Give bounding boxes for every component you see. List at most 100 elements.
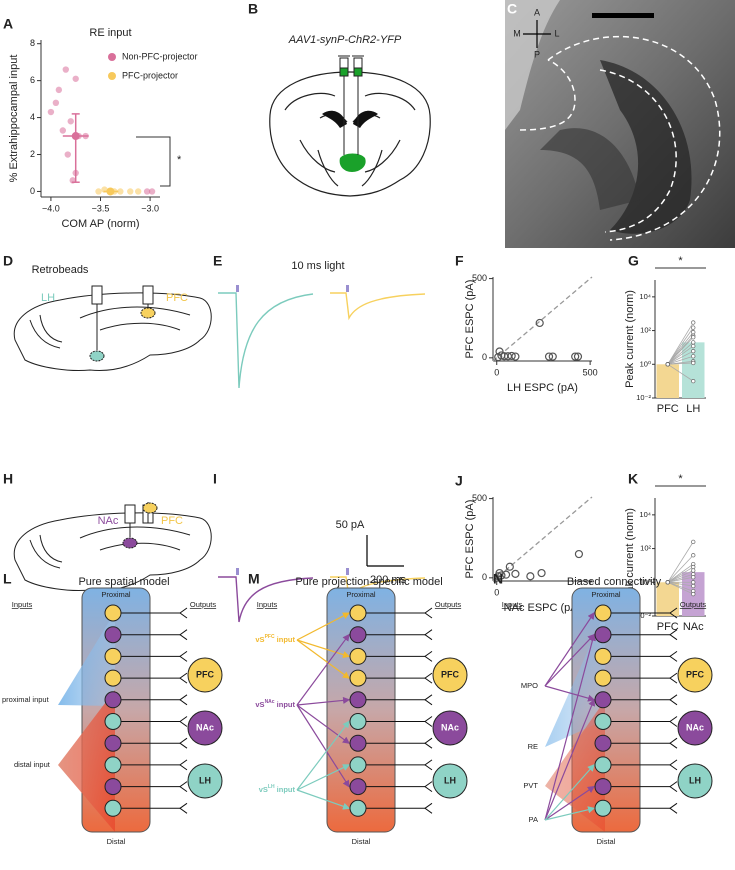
paired-line bbox=[667, 581, 694, 587]
input-label: RE bbox=[528, 742, 538, 751]
output-label: LH bbox=[689, 775, 701, 785]
x-axis-label: NAc ESPC (pA) bbox=[504, 602, 582, 614]
panel-label: E bbox=[213, 253, 222, 269]
input-label: vSNAc input bbox=[255, 699, 295, 709]
panel-label: B bbox=[248, 1, 258, 17]
data-point bbox=[691, 553, 696, 558]
input-label-part: LH bbox=[268, 784, 275, 790]
injection-site bbox=[140, 307, 156, 319]
data-point bbox=[526, 572, 535, 581]
input-arrow bbox=[544, 698, 596, 821]
terminal bbox=[179, 672, 188, 684]
panel-label: M bbox=[248, 571, 260, 587]
data-point bbox=[691, 343, 696, 349]
output-node bbox=[677, 657, 713, 693]
data-point bbox=[691, 330, 696, 335]
data-point bbox=[505, 562, 514, 571]
target-label: LH bbox=[41, 292, 55, 304]
data-point bbox=[691, 340, 696, 345]
chart-title: RE input bbox=[89, 27, 131, 39]
paired-line bbox=[667, 563, 694, 583]
distal-label: Distal bbox=[107, 837, 126, 846]
terminal bbox=[179, 781, 188, 793]
legend-swatch bbox=[108, 53, 116, 61]
data-point bbox=[665, 580, 670, 585]
data-point bbox=[691, 591, 696, 597]
data-point bbox=[511, 352, 520, 361]
data-point bbox=[544, 352, 554, 361]
input-arrow bbox=[296, 639, 351, 659]
terminal bbox=[669, 607, 678, 619]
neuron bbox=[104, 713, 122, 730]
input-arrow bbox=[296, 704, 350, 788]
neuron bbox=[349, 691, 367, 709]
output-label: NAc bbox=[686, 722, 704, 732]
y-tick-label: 10⁰ bbox=[640, 577, 651, 586]
data-point bbox=[72, 75, 79, 82]
data-point bbox=[67, 118, 74, 125]
data-point bbox=[665, 362, 670, 367]
target-label: NAc bbox=[98, 515, 119, 527]
terminal bbox=[424, 737, 433, 749]
data-point bbox=[148, 188, 156, 195]
x-tick-label: 0 bbox=[494, 367, 499, 377]
paired-line bbox=[667, 362, 694, 365]
neuron bbox=[104, 691, 122, 709]
injection-site bbox=[339, 153, 366, 172]
neuron bbox=[104, 626, 122, 644]
x-axis-label: LH ESPC (pA) bbox=[507, 382, 578, 394]
terminal bbox=[179, 737, 188, 749]
output-label: PFC bbox=[196, 669, 215, 679]
construct-label: AAV1-synP-ChR2-YFP bbox=[288, 34, 402, 46]
injection-site bbox=[142, 502, 158, 514]
bar bbox=[656, 582, 679, 616]
neuron bbox=[349, 647, 367, 665]
input-label-part: input bbox=[275, 785, 296, 794]
neuron bbox=[594, 604, 612, 622]
y-axis-label: PFC ESPC (pA) bbox=[464, 280, 476, 359]
y-axis-label: Peak current (norm) bbox=[624, 290, 636, 388]
neuron bbox=[104, 734, 122, 752]
compass-label: A bbox=[534, 7, 540, 17]
neuron bbox=[349, 756, 367, 774]
y-tick-label: 10⁴ bbox=[639, 510, 651, 519]
output-node bbox=[432, 763, 468, 799]
y-tick-label: 10⁻² bbox=[636, 611, 651, 620]
paired-line bbox=[667, 581, 694, 595]
output-node bbox=[432, 710, 468, 746]
compass-label: L bbox=[554, 28, 559, 38]
input-label: PVT bbox=[523, 781, 538, 790]
data-point bbox=[691, 583, 696, 589]
output-label: NAc bbox=[441, 722, 459, 732]
panel-label: D bbox=[3, 253, 13, 269]
identity-line bbox=[492, 276, 593, 362]
input-label: MPO bbox=[521, 681, 538, 690]
input-field bbox=[58, 612, 115, 706]
data-point bbox=[548, 352, 557, 361]
neuron bbox=[349, 734, 367, 752]
terminal bbox=[179, 629, 188, 641]
data-point bbox=[691, 568, 696, 573]
terminal bbox=[424, 629, 433, 641]
terminal bbox=[424, 672, 433, 684]
input-arrow bbox=[544, 633, 595, 687]
terminal bbox=[669, 650, 678, 662]
input-label: proximal input bbox=[2, 695, 50, 704]
input-arrow bbox=[544, 612, 595, 687]
terminal bbox=[669, 781, 678, 793]
data-point bbox=[62, 66, 69, 73]
data-point bbox=[691, 335, 696, 340]
panel-label: I bbox=[213, 471, 217, 487]
bar bbox=[682, 342, 705, 398]
panel-title: Pure projection-specific model bbox=[295, 576, 442, 588]
data-point bbox=[573, 352, 583, 361]
panel-label: F bbox=[455, 253, 464, 269]
terminal bbox=[424, 607, 433, 619]
paired-line bbox=[667, 322, 694, 365]
x-tick-label: 500 bbox=[583, 367, 598, 377]
x-tick-label: NAc bbox=[683, 621, 704, 633]
data-point bbox=[494, 352, 503, 362]
light-pulse bbox=[236, 285, 349, 575]
significance-label: * bbox=[177, 154, 182, 166]
